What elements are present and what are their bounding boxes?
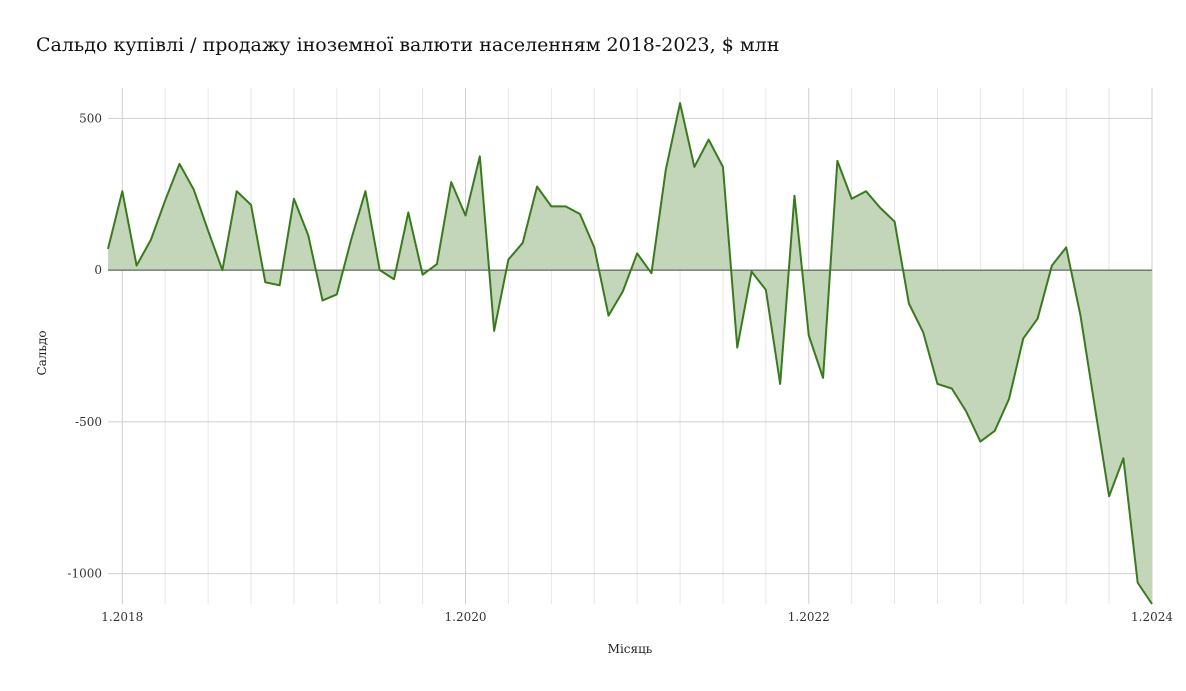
area-layer	[107, 102, 1153, 605]
x-tick-label: 1.2022	[788, 610, 830, 624]
y-tick-label: -1000	[67, 567, 102, 581]
y-tick-label: 0	[94, 263, 102, 277]
x-axis-title: Місяць	[608, 642, 653, 656]
series-line	[107, 102, 1153, 605]
x-tick-label: 1.2018	[101, 610, 143, 624]
axis-layer: 500 0 -500 -1000 1.2018 1.2020 1.2022 1.2024	[67, 111, 1173, 624]
y-tick-label: 500	[79, 111, 102, 125]
grid-layer	[108, 88, 1153, 604]
x-tick-label: 1.2024	[1131, 610, 1173, 624]
y-axis-title: Сальдо	[35, 330, 49, 375]
x-tick-label: 1.2020	[445, 610, 487, 624]
chart-title: Сальдо купівлі / продажу іноземної валют…	[36, 34, 780, 56]
area-fill	[108, 103, 1152, 605]
y-tick-label: -500	[75, 415, 102, 429]
